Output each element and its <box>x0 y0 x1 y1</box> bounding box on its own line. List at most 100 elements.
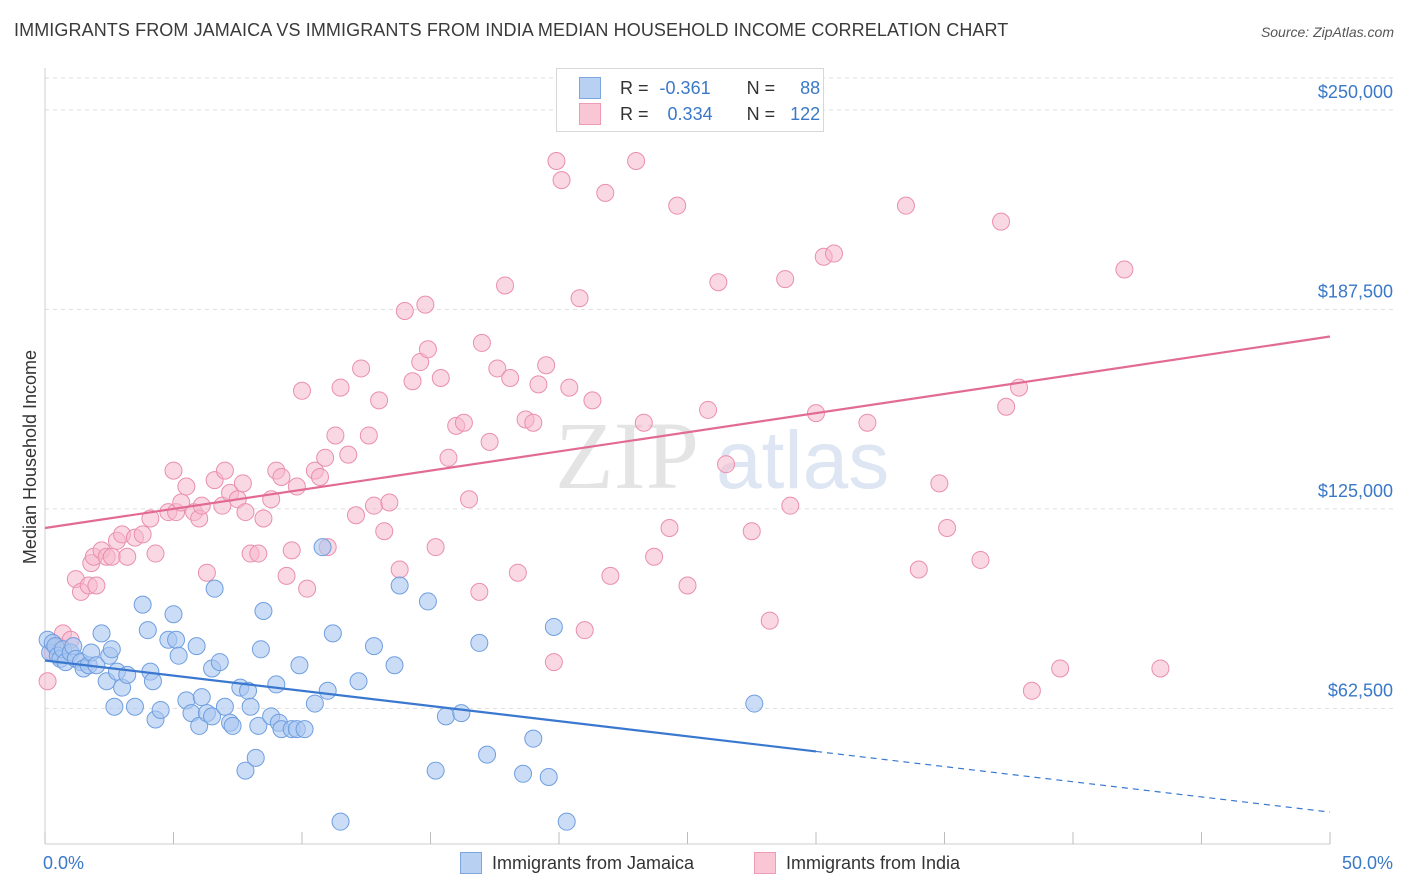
india-point <box>824 244 843 263</box>
india-point <box>480 432 499 451</box>
india-point <box>277 566 296 585</box>
india-point <box>544 653 563 672</box>
bottom-legend-jamaica: Immigrants from Jamaica <box>460 852 694 875</box>
y-tick-label: $62,500 <box>1328 680 1393 700</box>
india-point <box>298 579 317 598</box>
gridlines <box>45 77 1396 709</box>
india-point <box>316 448 335 467</box>
chart-title: IMMIGRANTS FROM JAMAICA VS IMMIGRANTS FR… <box>14 20 1009 40</box>
india-point <box>488 359 507 378</box>
india-trendline <box>44 335 1331 530</box>
y-tick-label: $125,000 <box>1318 481 1393 501</box>
india-point <box>426 538 445 557</box>
jamaica-point <box>514 764 533 783</box>
india-point <box>742 522 761 541</box>
india-point <box>431 369 450 388</box>
jamaica-point <box>539 767 558 786</box>
jamaica-point <box>105 697 124 716</box>
jamaica-point <box>557 812 576 831</box>
jamaica-n-label: N = <box>746 77 776 98</box>
watermark-atlas: atlas <box>716 415 889 506</box>
india-n-value: 122 <box>790 103 821 124</box>
india-point <box>501 369 520 388</box>
india-point <box>537 356 556 375</box>
india-point <box>709 273 728 292</box>
india-point <box>971 550 990 569</box>
jamaica-point <box>295 720 314 739</box>
jamaica-point <box>241 697 260 716</box>
jamaica-point <box>452 704 471 723</box>
jamaica-point <box>138 621 157 640</box>
jamaica-points <box>38 538 764 831</box>
india-point <box>141 509 160 528</box>
trendlines <box>44 335 1331 813</box>
india-point <box>164 461 183 480</box>
jamaica-point <box>102 640 121 659</box>
india-point <box>146 544 165 563</box>
india-point <box>776 270 795 289</box>
india-point <box>529 375 548 394</box>
india-point <box>38 672 57 691</box>
jamaica-point <box>203 707 222 726</box>
jamaica-point <box>169 646 188 665</box>
jamaica-point <box>92 624 111 643</box>
y-tick-label: $250,000 <box>1318 82 1393 102</box>
india-point <box>1022 681 1041 700</box>
india-point <box>454 413 473 432</box>
india-point <box>781 496 800 515</box>
jamaica-point <box>246 748 265 767</box>
jamaica-point <box>390 576 409 595</box>
india-point <box>395 301 414 320</box>
india-point <box>601 566 620 585</box>
y-axis-label: Median Household Income <box>20 350 40 564</box>
india-point <box>858 413 877 432</box>
source-label: Source: ZipAtlas.com <box>1260 24 1394 40</box>
india-point <box>380 493 399 512</box>
india-point <box>375 522 394 541</box>
india-swatch <box>579 103 601 126</box>
jamaica-point <box>385 656 404 675</box>
jamaica-point <box>187 637 206 656</box>
jamaica-point <box>215 697 234 716</box>
india-point <box>359 426 378 445</box>
jamaica-point <box>192 688 211 707</box>
india-point <box>418 340 437 359</box>
india-point <box>403 372 422 391</box>
bottom-legend-india: Immigrants from India <box>754 852 960 875</box>
india-point <box>992 212 1011 231</box>
jamaica-point <box>478 745 497 764</box>
india-point <box>678 576 697 595</box>
india-point <box>87 576 106 595</box>
india-point <box>570 289 589 308</box>
india-point <box>496 276 515 295</box>
india-point <box>930 474 949 493</box>
jamaica-point <box>205 579 224 598</box>
india-point <box>1051 659 1070 678</box>
jamaica-trendline <box>44 659 817 753</box>
india-point <box>272 467 291 486</box>
y-tick-label: $187,500 <box>1318 281 1393 301</box>
india-point <box>352 359 371 378</box>
india-point <box>596 183 615 202</box>
india-point <box>997 397 1016 416</box>
india-point <box>472 333 491 352</box>
jamaica-r-value: -0.361 <box>659 77 711 98</box>
india-point <box>249 544 268 563</box>
india-point <box>254 509 273 528</box>
india-point <box>236 503 255 522</box>
india-point <box>339 445 358 464</box>
jamaica-point <box>544 617 563 636</box>
india-point <box>102 547 121 566</box>
axes <box>44 68 1331 845</box>
india-point <box>552 171 571 190</box>
india-point <box>896 196 915 215</box>
india-point <box>560 378 579 397</box>
jamaica-point <box>210 653 229 672</box>
jamaica-point <box>254 602 273 621</box>
india-point <box>524 413 543 432</box>
india-point <box>460 490 479 509</box>
jamaica-point <box>305 694 324 713</box>
india-point <box>760 611 779 630</box>
india-point <box>583 391 602 410</box>
india-point <box>699 400 718 419</box>
